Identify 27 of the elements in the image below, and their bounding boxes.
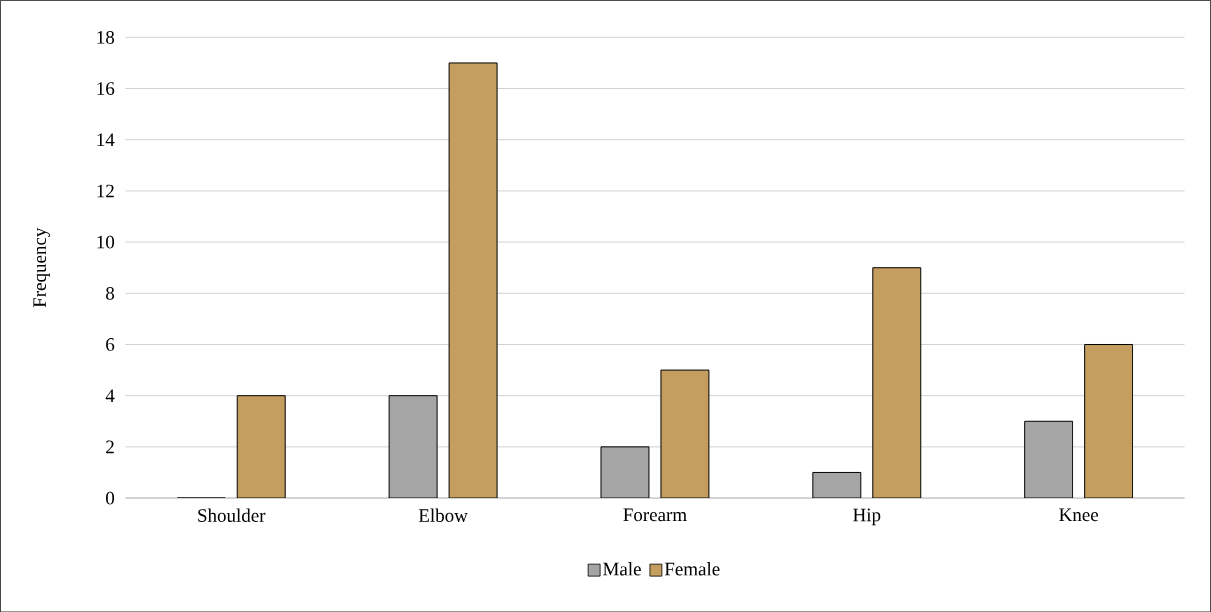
x-tick-label: Knee [1059,508,1099,522]
bar [448,62,498,498]
bar [660,369,710,498]
y-axis-title: Frequency [33,227,50,308]
y-tick-label: 12 [97,184,114,198]
bar [388,394,438,498]
bar [600,446,650,498]
bar [1084,343,1134,498]
x-tick-label: Hip [853,508,881,525]
y-tick-label: 2 [106,440,114,453]
y-tick-label: 14 [97,133,115,146]
y-tick-label: 16 [97,81,115,95]
y-tick-label: 0 [106,491,115,505]
bar [812,471,862,498]
x-tick-label: Elbow [418,508,468,522]
y-tick-label: 18 [97,30,115,44]
bar [872,267,922,498]
y-tick-label: 4 [105,389,115,402]
y-tick-label: 6 [106,337,115,351]
bar [236,394,286,498]
bar [1024,420,1074,498]
legend-label: Female [664,561,720,576]
y-tick-label: 8 [106,286,115,300]
legend-label: Male [603,561,641,576]
x-tick-label: Forearm [623,508,687,522]
x-tick-label: Shoulder [198,508,266,522]
y-tick-label: 10 [97,235,115,249]
